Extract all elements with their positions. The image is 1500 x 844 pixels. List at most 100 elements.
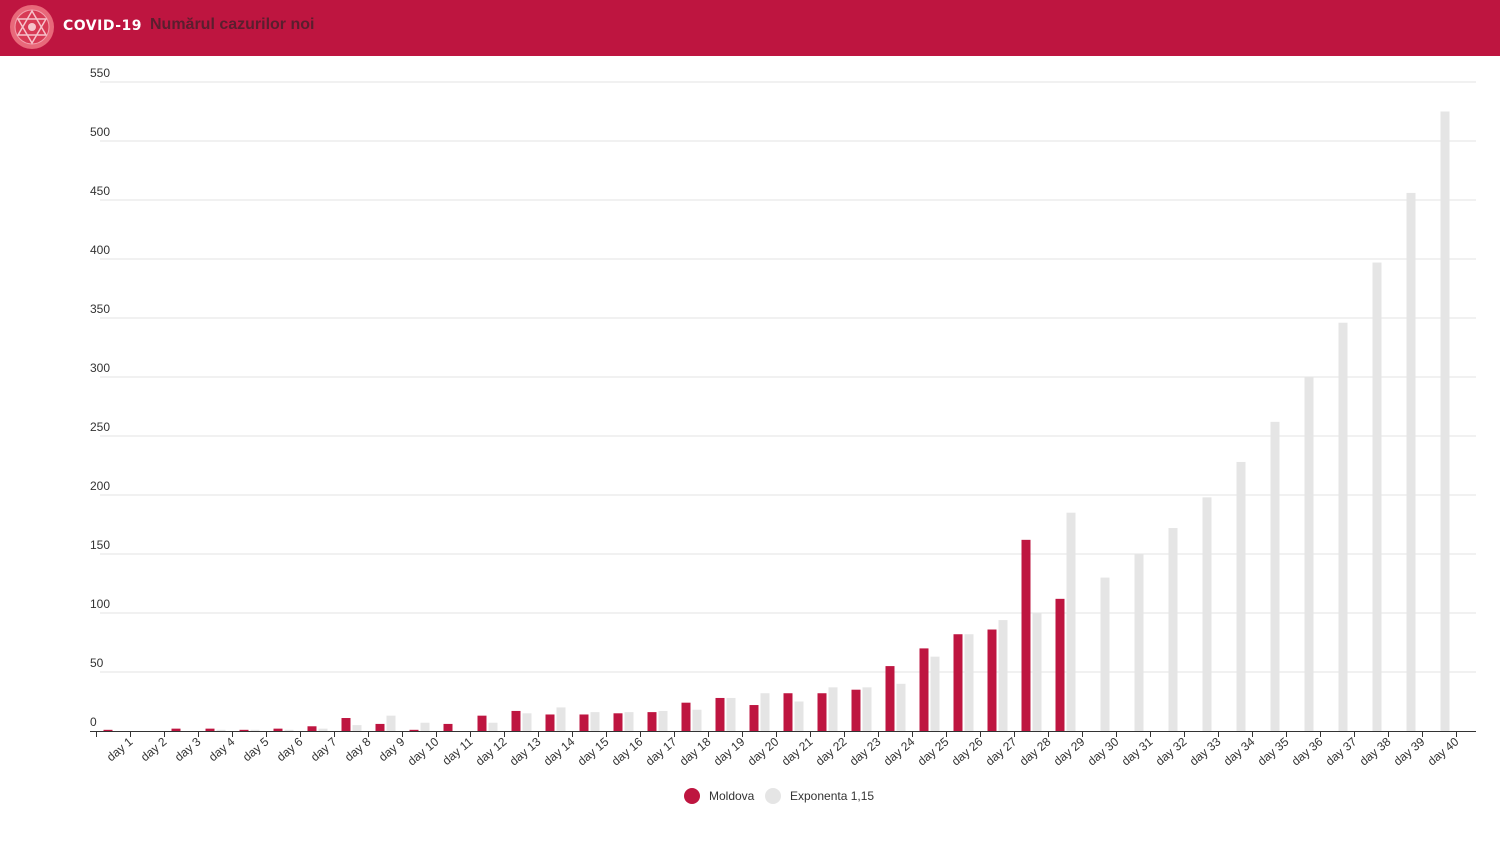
x-tick-label: day 13 — [507, 734, 544, 768]
bar-exponenta — [1066, 512, 1076, 731]
x-tick-label: day 40 — [1425, 734, 1462, 768]
x-tick-label: day 25 — [915, 734, 952, 768]
bar-moldova — [817, 693, 827, 731]
bar-moldova — [511, 710, 521, 731]
y-tick-label: 200 — [90, 479, 110, 493]
bar-exponenta — [1440, 111, 1450, 731]
x-tick-label: day 11 — [440, 734, 476, 768]
x-tick-label: day 36 — [1289, 734, 1326, 768]
legend-swatch-exponenta — [765, 788, 781, 804]
bar-exponenta — [1304, 377, 1314, 731]
bar-exponenta — [1406, 192, 1416, 732]
x-tick-label: day 32 — [1153, 734, 1190, 768]
x-tick-label: day 27 — [983, 734, 1020, 768]
x-tick-label: day 35 — [1255, 734, 1292, 768]
virus-logo-icon — [10, 5, 54, 49]
x-tick-label: day 34 — [1221, 734, 1258, 768]
x-tick-label: day 22 — [813, 734, 850, 768]
x-tick-label: day 16 — [609, 734, 646, 768]
x-tick-label: day 39 — [1391, 734, 1428, 768]
x-tick-label: day 20 — [745, 734, 782, 768]
y-tick-label: 50 — [90, 656, 104, 670]
bar-moldova — [375, 723, 385, 731]
y-tick-label: 250 — [90, 420, 110, 434]
bar-moldova — [953, 634, 963, 731]
bar-exponenta — [386, 715, 396, 731]
x-tick-label: day 1 — [104, 734, 136, 764]
brand-label[interactable]: COVID-19 — [63, 18, 143, 34]
bar-moldova — [749, 705, 759, 731]
bar-moldova — [103, 729, 113, 731]
bar-exponenta — [862, 687, 872, 731]
legend-item-exponenta[interactable]: Exponenta 1,15 — [765, 788, 874, 804]
bar-moldova — [851, 689, 861, 731]
x-tick-label: day 26 — [949, 734, 986, 768]
bar-exponenta — [1202, 497, 1212, 731]
bar-moldova — [885, 666, 895, 731]
y-tick-label: 300 — [90, 361, 110, 375]
bar-exponenta — [318, 728, 328, 731]
x-tick-label: day 29 — [1051, 734, 1088, 768]
x-tick-label: day 2 — [138, 734, 170, 764]
bar-exponenta — [1100, 577, 1110, 731]
bar-exponenta — [1168, 528, 1178, 731]
y-tick-label: 400 — [90, 243, 110, 257]
bar-exponenta — [1270, 421, 1280, 731]
x-tick-label: day 23 — [847, 734, 884, 768]
bar-exponenta — [794, 701, 804, 731]
bar-exponenta — [1236, 461, 1246, 731]
bar-moldova — [341, 718, 351, 731]
x-tick-label: day 17 — [643, 734, 680, 768]
bar-moldova — [273, 728, 283, 731]
x-tick-label: day 33 — [1187, 734, 1224, 768]
bar-exponenta — [216, 729, 226, 731]
x-tick-label: day 38 — [1357, 734, 1394, 768]
bar-exponenta — [964, 634, 974, 731]
y-tick-label: 500 — [90, 125, 110, 139]
bar-exponenta — [284, 729, 294, 731]
y-tick-label: 550 — [90, 66, 110, 80]
bar-moldova — [239, 729, 249, 731]
bar-exponenta — [1372, 262, 1382, 731]
x-tick-label: day 9 — [376, 734, 408, 764]
x-tick-label: day 30 — [1085, 734, 1122, 768]
x-tick-label: day 7 — [308, 734, 340, 764]
bar-moldova — [647, 712, 657, 731]
y-tick-label: 350 — [90, 302, 110, 316]
bar-moldova — [307, 726, 317, 731]
x-tick-label: day 10 — [405, 734, 442, 768]
bar-exponenta — [488, 722, 498, 731]
legend-item-moldova[interactable]: Moldova — [684, 788, 754, 804]
bar-moldova — [1021, 539, 1031, 731]
bar-moldova — [1055, 598, 1065, 731]
bar-exponenta — [998, 620, 1008, 731]
legend-label-exponenta: Exponenta 1,15 — [790, 789, 875, 803]
chart-title: Numărul cazurilor noi — [150, 16, 315, 33]
bar-exponenta — [692, 709, 702, 731]
bar-moldova — [987, 629, 997, 731]
bar-moldova — [579, 714, 589, 731]
bar-moldova — [681, 702, 691, 731]
y-tick-label: 450 — [90, 184, 110, 198]
x-tick-label: day 5 — [240, 734, 272, 764]
y-tick-label: 150 — [90, 538, 110, 552]
bar-exponenta — [420, 722, 430, 731]
x-tick-label: day 3 — [172, 734, 204, 764]
bar-exponenta — [828, 687, 838, 731]
bar-moldova — [613, 713, 623, 731]
bar-exponenta — [250, 729, 260, 731]
bar-exponenta — [1338, 322, 1348, 731]
bar-exponenta — [624, 712, 634, 731]
bar-moldova — [171, 728, 181, 731]
x-tick-label: day 4 — [206, 734, 238, 764]
bar-moldova — [205, 728, 215, 731]
bar-moldova — [477, 715, 487, 731]
bar-moldova — [409, 729, 419, 731]
x-tick-label: day 31 — [1119, 734, 1156, 768]
bar-exponenta — [760, 693, 770, 731]
bar-moldova — [783, 693, 793, 731]
x-tick-label: day 15 — [575, 734, 612, 768]
legend-label-moldova: Moldova — [709, 789, 755, 803]
bar-moldova — [545, 714, 555, 731]
